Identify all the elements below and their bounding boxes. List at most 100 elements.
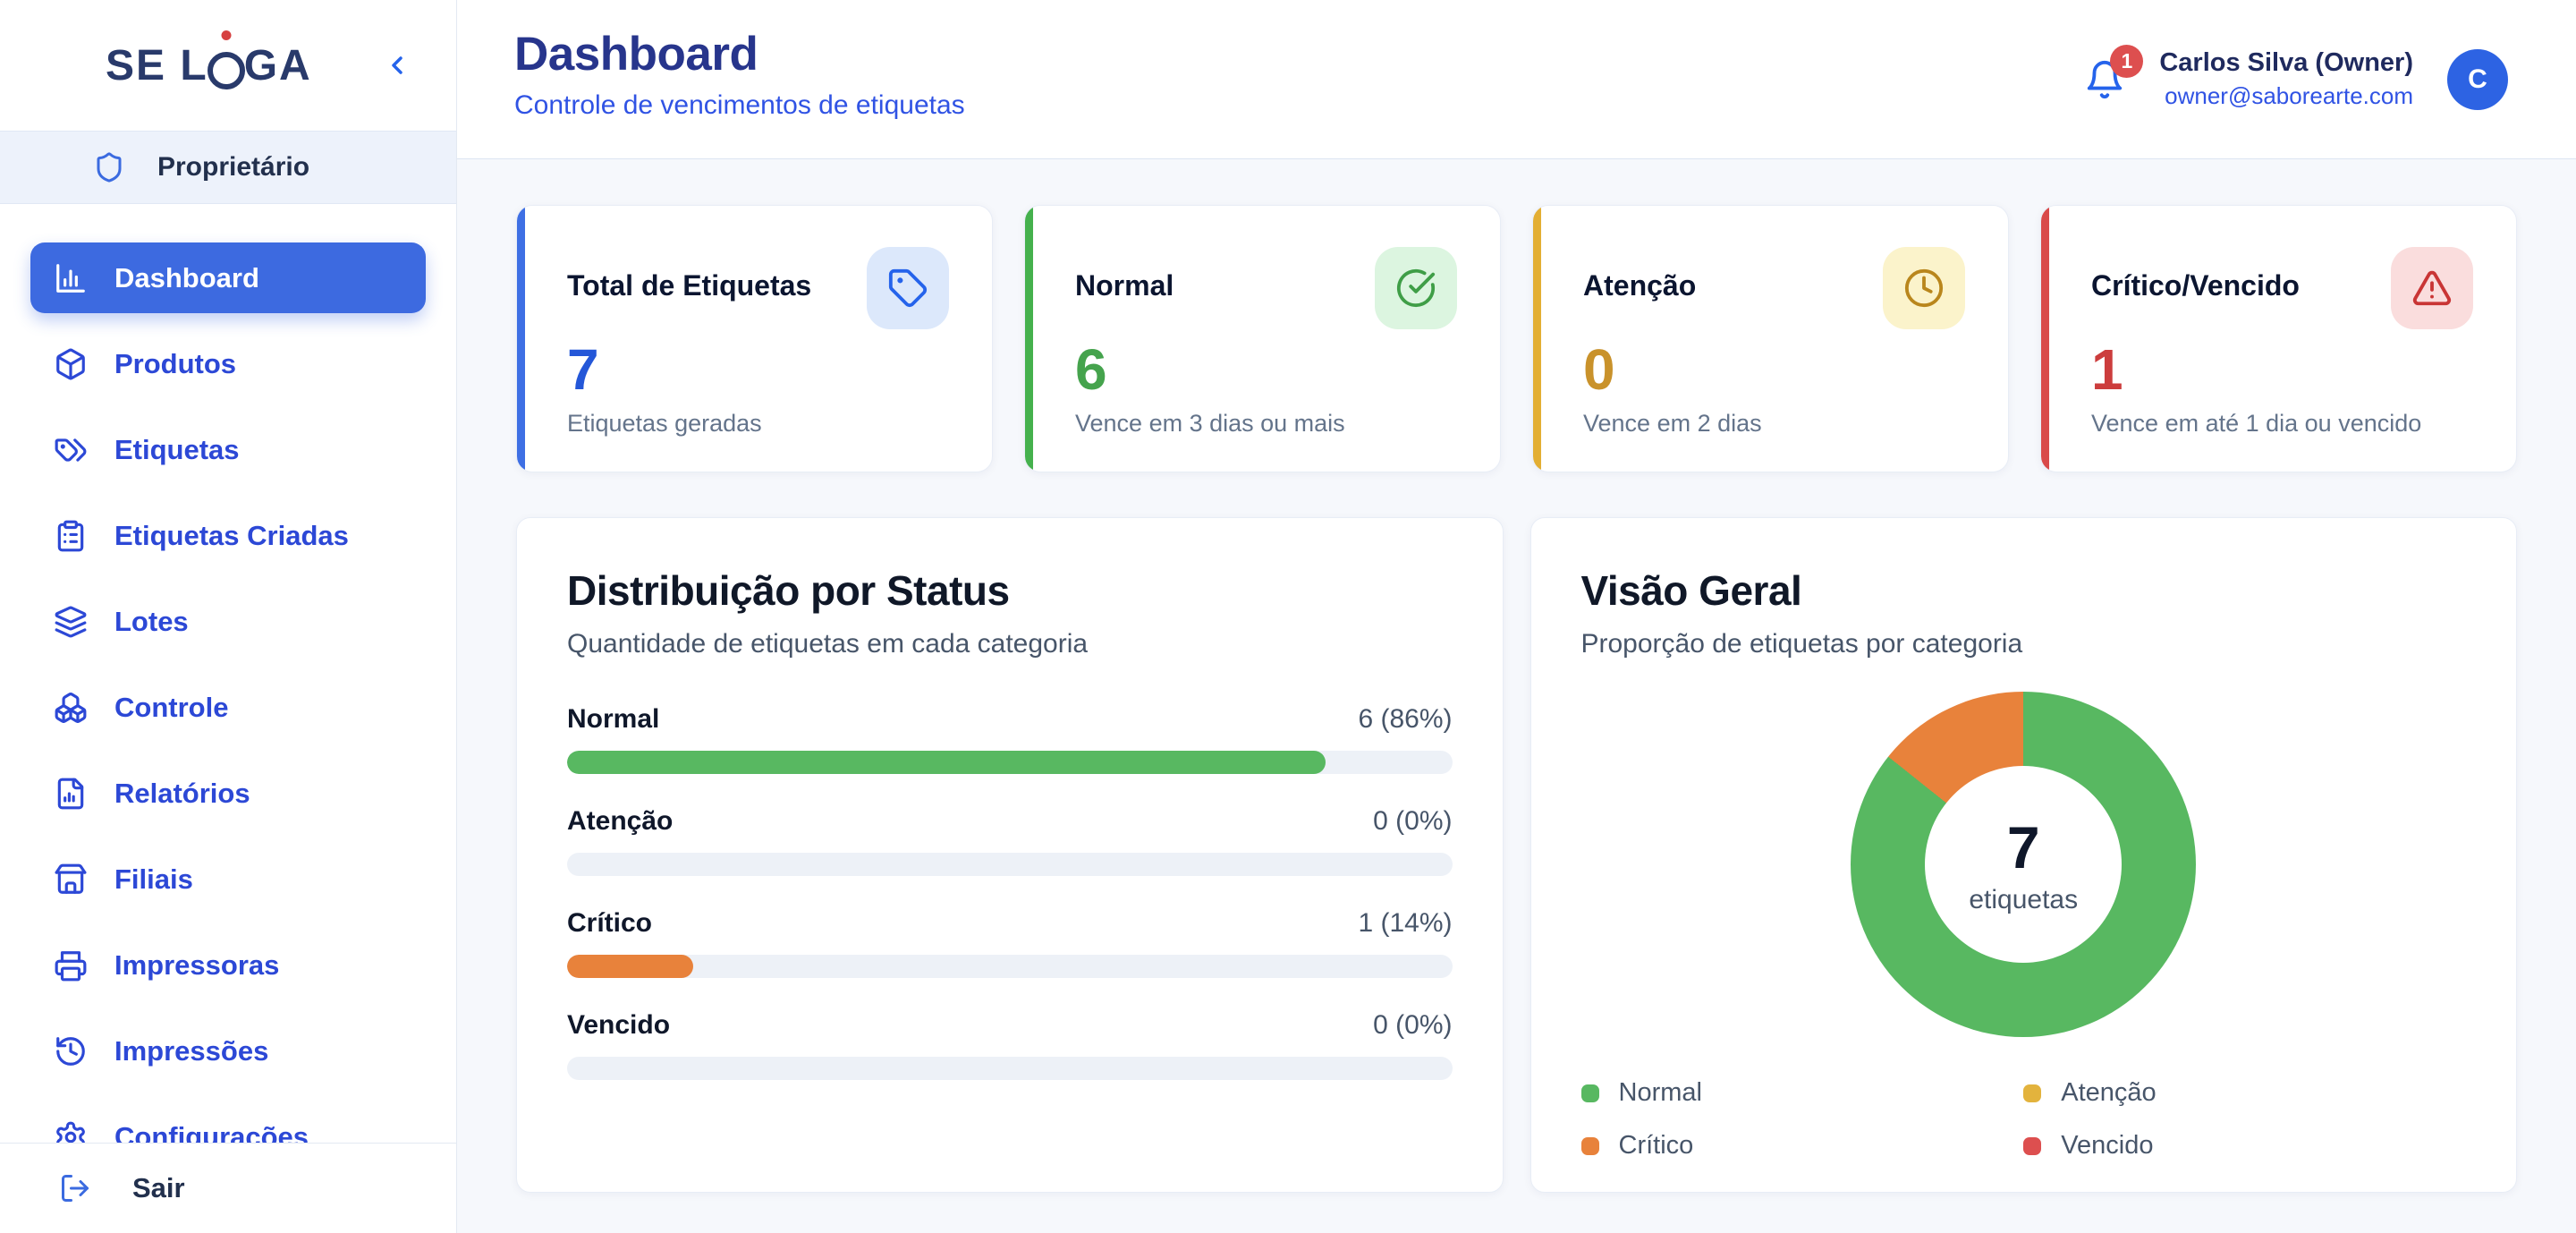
package-icon bbox=[54, 347, 88, 381]
bar-track bbox=[567, 853, 1453, 876]
card-accent-stripe bbox=[1533, 206, 1541, 472]
user-cluster: 1 Carlos Silva (Owner) owner@saborearte.… bbox=[2084, 0, 2508, 158]
page-title: Dashboard bbox=[514, 28, 758, 81]
main-content: Total de Etiquetas 7 Etiquetas geradas N… bbox=[457, 160, 2576, 1233]
donut-wrap: 7 etiquetas bbox=[1581, 692, 2467, 1037]
bar-row: Normal 6 (86%) bbox=[567, 704, 1453, 774]
logo-row: SE LIGA bbox=[0, 0, 456, 131]
app-logo: SE LIGA bbox=[106, 41, 312, 90]
sidebar-item-etiquetas-criadas[interactable]: Etiquetas Criadas bbox=[30, 500, 426, 571]
legend-item-vencido: Vencido bbox=[2023, 1131, 2466, 1161]
sidebar: SE LIGA Proprietário Dashboard Produtos bbox=[0, 0, 457, 1233]
sidebar-item-dashboard[interactable]: Dashboard bbox=[30, 242, 426, 313]
logo-clock-icon: I bbox=[208, 41, 244, 90]
topbar: Dashboard Controle de vencimentos de eti… bbox=[457, 0, 2576, 159]
sidebar-item-configuracoes[interactable]: Configurações bbox=[30, 1101, 426, 1143]
card-accent-stripe bbox=[517, 206, 525, 472]
donut-center: 7 etiquetas bbox=[1925, 766, 2123, 963]
avatar-initial: C bbox=[2468, 64, 2487, 94]
legend-dot bbox=[2023, 1136, 2042, 1155]
sidebar-item-label: Controle bbox=[114, 691, 229, 723]
legend-item-critico: Crítico bbox=[1580, 1131, 2024, 1161]
sidebar-item-filiais[interactable]: Filiais bbox=[30, 844, 426, 914]
role-label: Proprietário bbox=[157, 152, 310, 182]
panel-subtitle: Quantidade de etiquetas em cada categori… bbox=[567, 629, 1089, 659]
clock-icon bbox=[1883, 247, 1965, 329]
legend-label: Normal bbox=[1618, 1078, 1702, 1107]
bar-track bbox=[567, 1057, 1453, 1080]
legend-dot bbox=[1580, 1136, 1599, 1155]
panel-title: Distribuição por Status bbox=[567, 567, 1010, 614]
sidebar-item-impressoras[interactable]: Impressoras bbox=[30, 930, 426, 1000]
tags-icon bbox=[54, 433, 88, 467]
status-distribution-panel: Distribuição por Status Quantidade de et… bbox=[516, 517, 1504, 1193]
title-block: Dashboard Controle de vencimentos de eti… bbox=[514, 27, 965, 121]
stat-card-value: 7 bbox=[567, 337, 599, 402]
sidebar-item-label: Impressões bbox=[114, 1034, 269, 1067]
panel-subtitle: Proporção de etiquetas por categoria bbox=[1580, 629, 2023, 659]
bar-row: Atenção 0 (0%) bbox=[567, 806, 1453, 876]
notifications-button[interactable]: 1 bbox=[2084, 44, 2144, 100]
sidebar-item-etiquetas[interactable]: Etiquetas bbox=[30, 414, 426, 485]
legend-dot bbox=[2023, 1084, 2042, 1102]
bar-fill bbox=[567, 955, 694, 978]
store-icon bbox=[54, 863, 88, 897]
panel-title: Visão Geral bbox=[1580, 567, 1802, 614]
user-email: owner@saborearte.com bbox=[2165, 82, 2413, 109]
donut-center-label: etiquetas bbox=[1969, 885, 2079, 914]
sidebar-item-label: Impressoras bbox=[114, 948, 280, 981]
sidebar-item-label: Etiquetas Criadas bbox=[114, 519, 349, 551]
donut-chart: 7 etiquetas bbox=[1851, 692, 2197, 1037]
legend-label: Crítico bbox=[1618, 1131, 1694, 1160]
tag-icon bbox=[867, 247, 949, 329]
sidebar-item-impressoes[interactable]: Impressões bbox=[30, 1016, 426, 1086]
role-badge: Proprietário bbox=[0, 131, 456, 204]
legend-item-normal: Normal bbox=[1580, 1078, 2024, 1108]
status-bar-list: Normal 6 (86%) Atenção 0 (0%) Crítico bbox=[567, 704, 1453, 1080]
logout-button[interactable]: Sair bbox=[0, 1143, 456, 1233]
bar-value: 0 (0%) bbox=[1373, 1010, 1453, 1040]
stat-card-caption: Etiquetas geradas bbox=[567, 410, 762, 437]
logo-text-right: GA bbox=[243, 41, 312, 89]
stat-card-total: Total de Etiquetas 7 Etiquetas geradas bbox=[516, 205, 993, 472]
stat-card-title: Total de Etiquetas bbox=[567, 269, 812, 302]
sidebar-nav: Dashboard Produtos Etiquetas Etiquetas C… bbox=[0, 205, 456, 1143]
sidebar-item-label: Produtos bbox=[114, 347, 237, 379]
legend-label: Atenção bbox=[2061, 1078, 2157, 1107]
legend-item-atencao: Atenção bbox=[2023, 1078, 2466, 1108]
user-menu[interactable]: Carlos Silva (Owner) owner@saborearte.co… bbox=[2159, 48, 2413, 110]
sidebar-item-lotes[interactable]: Lotes bbox=[30, 586, 426, 657]
check-circle-icon bbox=[1375, 247, 1457, 329]
user-name: Carlos Silva (Owner) bbox=[2159, 48, 2413, 77]
bar-value: 0 (0%) bbox=[1373, 806, 1453, 836]
bar-value: 6 (86%) bbox=[1358, 704, 1453, 734]
sidebar-item-produtos[interactable]: Produtos bbox=[30, 328, 426, 399]
page-subtitle: Controle de vencimentos de etiquetas bbox=[514, 90, 965, 120]
clipboard-list-icon bbox=[54, 519, 88, 553]
stat-card-caption: Vence em 2 dias bbox=[1583, 410, 1762, 437]
stat-card-critico: Crítico/Vencido 1 Vence em até 1 dia ou … bbox=[2040, 205, 2517, 472]
card-accent-stripe bbox=[1025, 206, 1033, 472]
sidebar-item-label: Filiais bbox=[114, 863, 193, 895]
stat-card-title: Atenção bbox=[1583, 269, 1697, 302]
bar-row: Vencido 0 (0%) bbox=[567, 1010, 1453, 1080]
stat-card-caption: Vence em até 1 dia ou vencido bbox=[2091, 410, 2422, 437]
donut-center-value: 7 bbox=[2006, 814, 2040, 880]
stat-card-value: 1 bbox=[2091, 337, 2123, 402]
stat-card-title: Crítico/Vencido bbox=[2091, 269, 2300, 302]
notification-badge: 1 bbox=[2110, 44, 2144, 78]
bar-label: Crítico bbox=[567, 908, 653, 938]
sidebar-item-relatorios[interactable]: Relatórios bbox=[30, 758, 426, 829]
sidebar-item-controle[interactable]: Controle bbox=[30, 672, 426, 743]
bar-label: Normal bbox=[567, 704, 660, 734]
avatar[interactable]: C bbox=[2447, 48, 2508, 110]
donut-legend: Normal Atenção Crítico Vencido bbox=[1580, 1078, 2467, 1161]
stat-card-value: 0 bbox=[1583, 337, 1615, 402]
collapse-sidebar-button[interactable] bbox=[374, 42, 420, 89]
shield-icon bbox=[93, 151, 125, 183]
overview-panel: Visão Geral Proporção de etiquetas por c… bbox=[1530, 517, 2517, 1193]
card-accent-stripe bbox=[2041, 206, 2049, 472]
legend-label: Vencido bbox=[2061, 1131, 2154, 1160]
stat-card-normal: Normal 6 Vence em 3 dias ou mais bbox=[1024, 205, 1501, 472]
sidebar-item-label: Configurações bbox=[114, 1120, 309, 1144]
